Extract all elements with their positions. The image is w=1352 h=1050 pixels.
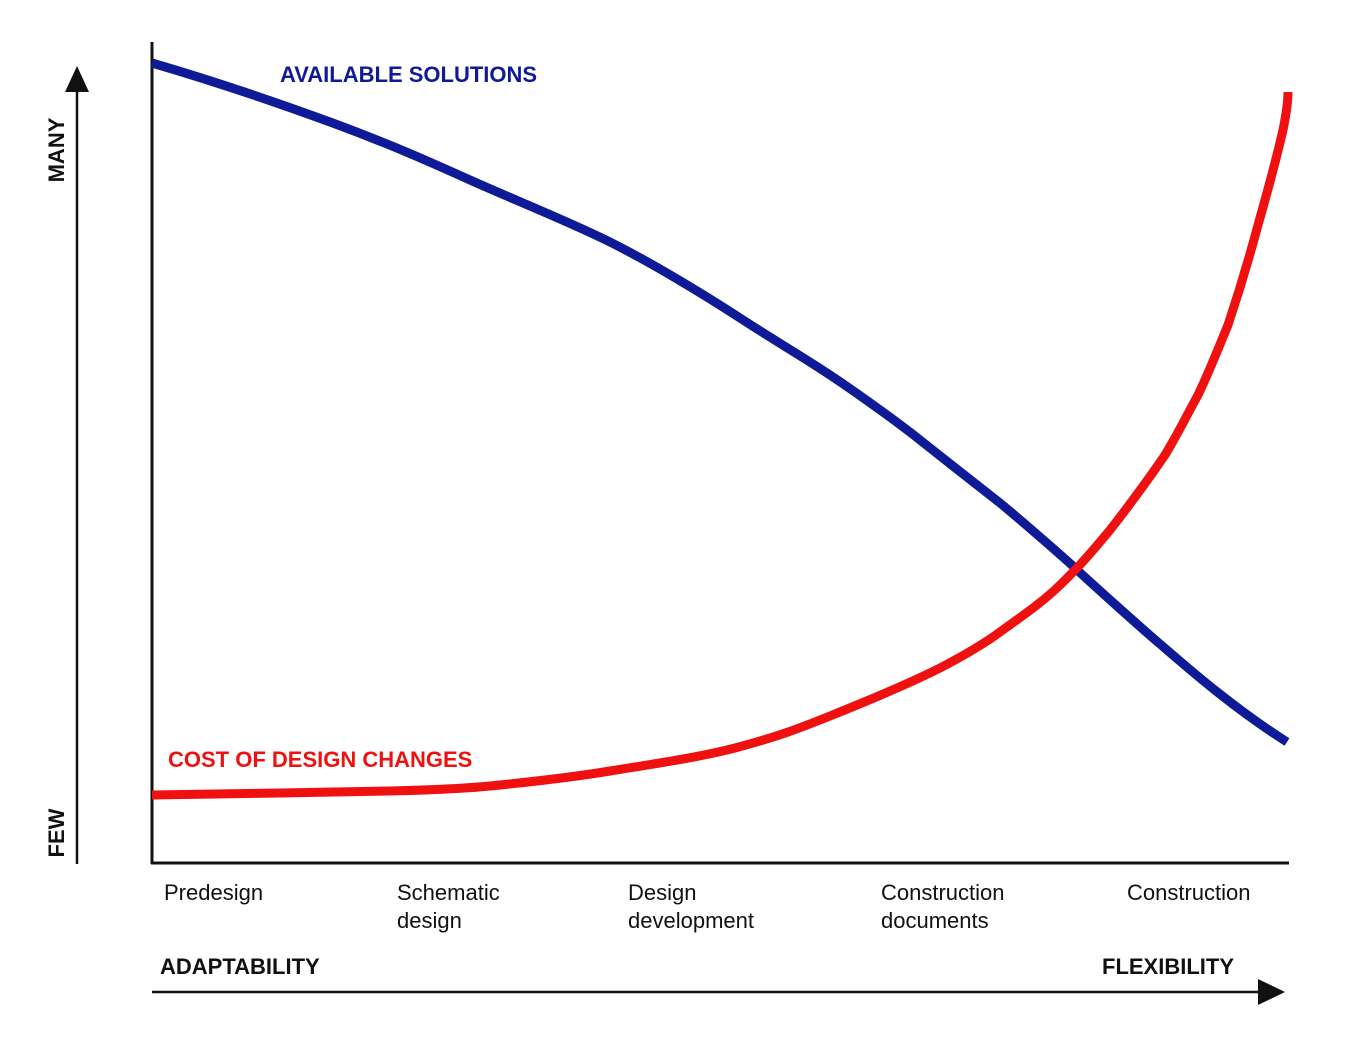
x-arrow-head xyxy=(1258,979,1285,1005)
phase-label: Predesign xyxy=(164,880,263,905)
y-arrow-head xyxy=(65,66,89,92)
few-label: FEW xyxy=(44,808,69,857)
many-label: MANY xyxy=(44,117,69,182)
phase-label: Design xyxy=(628,880,696,905)
phase-label: Construction xyxy=(1127,880,1251,905)
adaptability-label: ADAPTABILITY xyxy=(160,954,320,979)
available-solutions-curve xyxy=(150,58,1290,746)
phase-label: Construction xyxy=(881,880,1005,905)
phase-label: documents xyxy=(881,908,989,933)
phase-label: design xyxy=(397,908,462,933)
flexibility-label: FLEXIBILITY xyxy=(1102,954,1234,979)
phase-label: Schematic xyxy=(397,880,500,905)
cost-label: COST OF DESIGN CHANGES xyxy=(168,747,472,772)
phase-labels: Predesign Schematic design Design developmen… xyxy=(164,880,1251,933)
phase-label: development xyxy=(628,908,754,933)
cost-curve xyxy=(151,91,1293,800)
available-solutions-label: AVAILABLE SOLUTIONS xyxy=(280,62,537,87)
